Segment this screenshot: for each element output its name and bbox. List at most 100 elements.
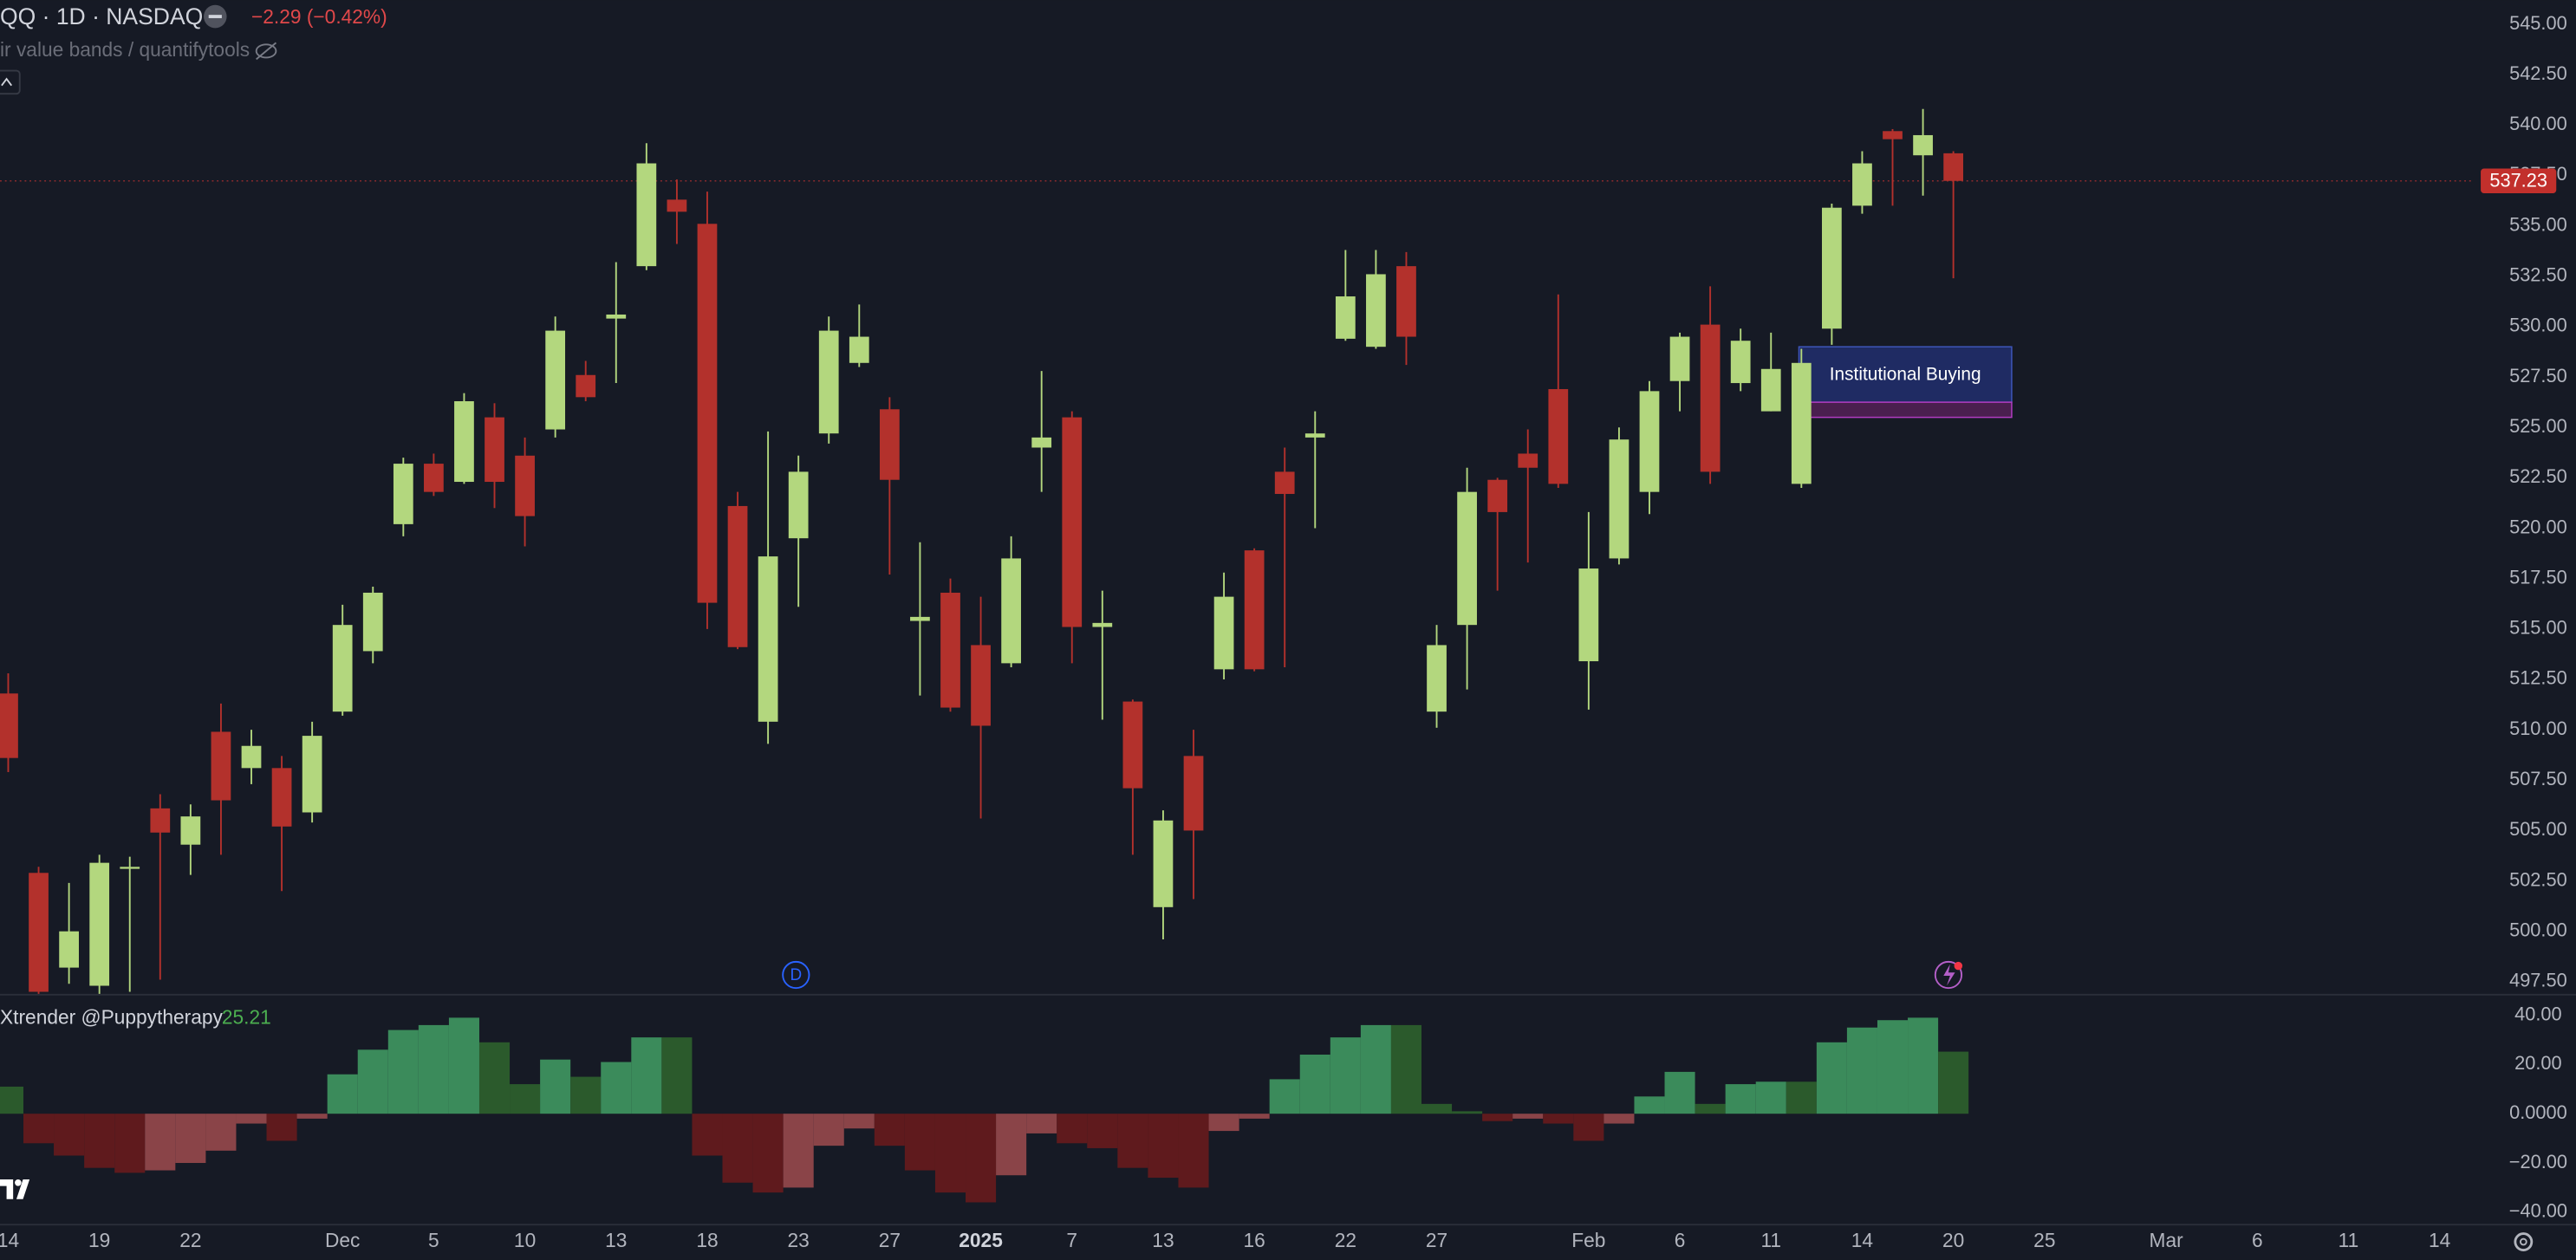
histogram-bar — [843, 1114, 875, 1129]
candle-body — [606, 314, 627, 319]
candle-body — [576, 374, 596, 398]
last-price-tag — [2481, 168, 2557, 193]
candle-body — [302, 736, 322, 813]
candle-body — [1396, 266, 1416, 337]
y-tick-label: 522.50 — [2509, 465, 2567, 487]
histogram-bar — [1786, 1081, 1817, 1114]
candle-body — [818, 330, 839, 434]
histogram-bar — [904, 1114, 935, 1171]
histogram-bar — [296, 1114, 328, 1119]
histogram-bar — [1664, 1071, 1695, 1114]
histogram-bar — [54, 1114, 85, 1156]
x-tick-label: 11 — [2339, 1229, 2359, 1251]
candle-body — [1427, 645, 1447, 712]
histogram-bar — [1695, 1103, 1726, 1114]
eye-icon[interactable] — [255, 42, 277, 61]
settings-icon[interactable] — [2514, 1232, 2534, 1251]
histogram-bar — [1360, 1024, 1391, 1114]
x-tick-label: Feb — [1571, 1229, 1605, 1251]
histogram-bar — [1634, 1096, 1665, 1114]
x-tick-label: 7 — [1066, 1229, 1077, 1251]
candle-body — [211, 731, 231, 801]
histogram-bar — [1299, 1055, 1330, 1114]
y-tick-label: 515.00 — [2509, 617, 2567, 639]
candle-body — [788, 471, 809, 539]
histogram-bar — [661, 1037, 693, 1114]
x-tick-label: 10 — [514, 1229, 536, 1251]
collapse-arrow — [1, 77, 13, 87]
candle-body — [59, 931, 79, 968]
histogram-bar — [0, 1086, 24, 1114]
histogram-bar — [1239, 1114, 1270, 1119]
y-tick-label: 545.00 — [2509, 12, 2567, 34]
candle-body — [1669, 336, 1690, 381]
candle-body — [1153, 820, 1174, 907]
histogram-bar — [996, 1114, 1027, 1176]
x-tick-label: 23 — [788, 1229, 810, 1251]
histogram-bar — [1512, 1114, 1544, 1119]
histogram-bar — [114, 1114, 146, 1173]
candle-body — [424, 464, 444, 492]
collapse-button[interactable] — [0, 69, 21, 95]
y-tick-label: 527.50 — [2509, 365, 2567, 386]
histogram-bar — [1816, 1042, 1847, 1114]
y-tick-label: 525.00 — [2509, 415, 2567, 437]
candle-body — [1001, 558, 1021, 664]
histogram-bar — [1543, 1114, 1574, 1124]
histogram-bar — [1269, 1079, 1300, 1114]
histogram-bar — [1087, 1114, 1118, 1148]
candle-body — [1213, 596, 1234, 670]
indicator-name: ir value bands / quantifytools — [0, 38, 250, 61]
x-tick-label: 6 — [2252, 1229, 2263, 1251]
zone — [1798, 401, 2013, 419]
histogram-bar — [205, 1114, 237, 1151]
candle-body — [758, 556, 778, 722]
y-tick-label: 512.50 — [2509, 667, 2567, 689]
candle-body — [485, 417, 504, 483]
candle-body — [1760, 368, 1781, 412]
y-tick-label: 517.50 — [2509, 566, 2567, 588]
histogram-bar — [1938, 1051, 1969, 1114]
candle-body — [29, 873, 49, 992]
candle-body — [1578, 568, 1599, 662]
histogram-bar — [540, 1059, 571, 1114]
x-tick-label: 25 — [2033, 1229, 2055, 1251]
y-tick-label: 530.00 — [2509, 315, 2567, 336]
last-price-label: 537.23 — [2489, 169, 2547, 191]
histogram-bar — [327, 1074, 358, 1114]
y-tick-label: 40.00 — [2514, 1003, 2562, 1024]
event-marker[interactable] — [1934, 960, 1963, 990]
candle-body — [1852, 163, 1872, 206]
histogram-bar — [783, 1114, 814, 1188]
dividend-marker-label: D — [790, 966, 802, 984]
candle-body — [1518, 453, 1538, 468]
candle-body — [667, 199, 687, 212]
histogram-bar — [1755, 1081, 1786, 1114]
x-tick-label: 22 — [1335, 1229, 1356, 1251]
histogram-bar — [1178, 1114, 1209, 1188]
candle-body — [120, 867, 140, 869]
price-pane — [0, 108, 2473, 994]
candle-body — [879, 409, 900, 480]
x-tick-label: 2025 — [959, 1229, 1003, 1251]
tv-logo — [0, 1179, 30, 1199]
candle-body — [1244, 550, 1265, 670]
candle-body — [1700, 324, 1721, 472]
candle-body — [362, 592, 383, 652]
x-tick-label: 20 — [1942, 1229, 1964, 1251]
y-tick-label: 500.00 — [2509, 919, 2567, 940]
candle-body — [332, 625, 353, 712]
histogram-bar — [722, 1114, 753, 1183]
candle-body — [1335, 296, 1356, 339]
y-tick-label: 540.00 — [2509, 113, 2567, 134]
candle-body — [545, 330, 566, 430]
histogram-bar — [357, 1049, 388, 1114]
candle-body — [1062, 417, 1083, 627]
candle-body — [150, 808, 171, 833]
dividend-marker[interactable] — [782, 960, 810, 990]
candle-body — [1548, 389, 1569, 484]
price-change: −2.29 (−0.42%) — [251, 5, 387, 28]
histogram-bar — [236, 1114, 267, 1124]
histogram-bar — [1452, 1111, 1483, 1114]
